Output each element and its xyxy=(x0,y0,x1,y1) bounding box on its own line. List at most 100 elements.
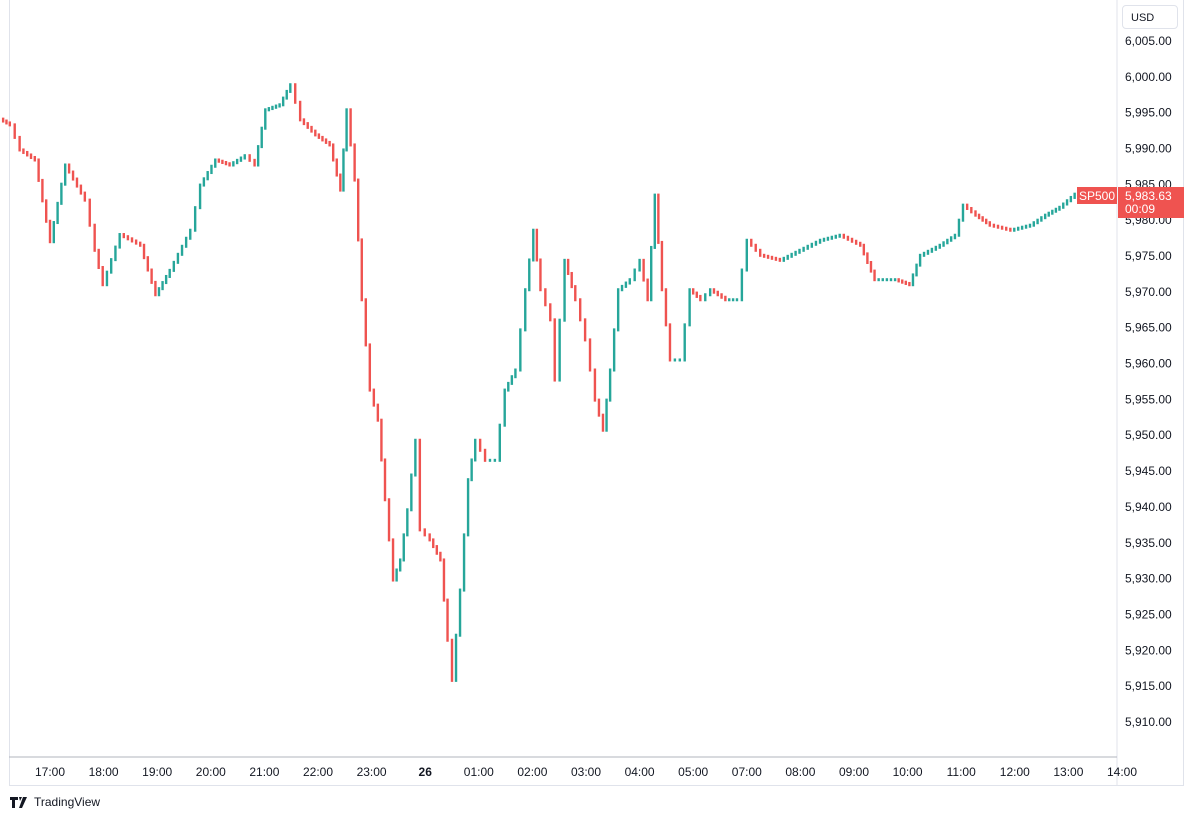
candle-up xyxy=(184,236,188,248)
candle-down xyxy=(391,538,395,582)
candle-down xyxy=(478,438,482,452)
candle-down xyxy=(692,288,695,295)
candle-down xyxy=(372,388,376,407)
candle-up xyxy=(462,533,466,592)
candle-up xyxy=(519,328,522,372)
candle-up xyxy=(678,358,681,362)
candle-down xyxy=(578,298,582,322)
candle-down xyxy=(79,184,83,195)
candle-up xyxy=(406,508,409,537)
candle-down xyxy=(335,158,338,177)
candle-down xyxy=(754,243,757,252)
candle-up xyxy=(735,298,739,302)
symbol-tag-bg xyxy=(1077,187,1117,204)
candle-up xyxy=(911,273,915,287)
candle-down xyxy=(992,223,996,228)
candle-up xyxy=(168,268,171,278)
candle-down xyxy=(974,210,977,217)
candle-down xyxy=(712,288,716,294)
candle-down xyxy=(1009,227,1012,232)
candle-down xyxy=(873,269,876,282)
candlestick-chart[interactable]: 6,005.006,000.005,995.005,990.005,985.00… xyxy=(0,0,1193,790)
tradingview-logo[interactable]: TradingView xyxy=(10,795,100,809)
candle-up xyxy=(930,247,934,253)
candle-down xyxy=(339,173,342,192)
candle-up xyxy=(264,108,267,130)
candle-down xyxy=(778,257,782,262)
currency-button[interactable]: USD xyxy=(1122,5,1178,29)
candle-down xyxy=(29,153,33,159)
price-tick: 5,910.00 xyxy=(1125,715,1172,729)
candle-up xyxy=(638,258,641,272)
candle-up xyxy=(235,158,239,165)
price-tick: 5,935.00 xyxy=(1125,536,1172,550)
candle-up xyxy=(1073,192,1076,199)
candle-up xyxy=(1020,225,1024,230)
candle-up xyxy=(1040,216,1043,222)
candle-down xyxy=(965,203,969,210)
candle-up xyxy=(285,89,288,100)
candle-down xyxy=(985,218,988,225)
candle-down xyxy=(642,258,645,282)
candle-up xyxy=(1016,226,1020,231)
price-tick: 5,930.00 xyxy=(1125,572,1172,586)
price-tick: 5,970.00 xyxy=(1125,285,1172,299)
candle-down xyxy=(139,241,142,247)
candle-down xyxy=(67,163,71,174)
candle-down xyxy=(660,240,664,292)
candle-up xyxy=(946,238,949,245)
candle-down xyxy=(71,170,75,181)
candle-up xyxy=(708,288,712,297)
candle-up xyxy=(810,242,814,248)
candle-down xyxy=(1000,225,1004,230)
candle-down xyxy=(380,418,383,462)
candle-down xyxy=(331,143,335,162)
candle-up xyxy=(172,260,176,272)
candle-down xyxy=(321,135,324,142)
candle-down xyxy=(601,413,605,432)
time-tick: 14:00 xyxy=(1107,765,1137,779)
candle-down xyxy=(130,237,134,243)
price-axis[interactable]: 6,005.006,000.005,995.005,990.005,985.00… xyxy=(1125,34,1172,729)
candle-up xyxy=(1036,218,1039,225)
candle-up xyxy=(1032,221,1035,227)
candle-down xyxy=(996,224,1000,229)
time-tick: 11:00 xyxy=(947,765,976,779)
candle-up xyxy=(514,368,517,379)
candle-up xyxy=(740,268,744,302)
candle-up xyxy=(1062,202,1065,209)
bar-countdown: 00:09 xyxy=(1125,202,1155,216)
candle-down xyxy=(854,239,858,245)
candle-up xyxy=(180,244,184,256)
candle-down xyxy=(294,83,297,104)
candle-down xyxy=(904,280,908,285)
candle-down xyxy=(217,158,221,163)
candle-up xyxy=(881,278,884,282)
candle-down xyxy=(360,238,363,302)
candle-down xyxy=(428,533,431,542)
candle-up xyxy=(653,193,656,249)
candle-down xyxy=(724,295,727,302)
price-tick: 5,995.00 xyxy=(1125,106,1172,120)
time-tick: 21:00 xyxy=(249,765,279,779)
candle-down xyxy=(302,118,306,126)
candle-down xyxy=(908,281,911,287)
candle-up xyxy=(267,107,271,112)
candle-down xyxy=(539,258,542,292)
time-axis[interactable]: 17:00 18:00 19:00 20:00 21:00 22:00 23:00 26 01:… xyxy=(35,765,1137,779)
candle-down xyxy=(988,221,991,227)
candle-up xyxy=(624,281,628,288)
candle-down xyxy=(770,255,774,260)
candle-up xyxy=(620,284,624,292)
candle-up xyxy=(105,270,109,287)
logo-text: TradingView xyxy=(34,795,101,809)
candle-down xyxy=(862,243,866,256)
candle-down xyxy=(435,545,439,555)
candle-up xyxy=(673,358,677,362)
candle-down xyxy=(544,288,547,307)
candle-up xyxy=(802,246,805,252)
candle-up xyxy=(922,251,926,257)
time-tick: 02:00 xyxy=(517,765,547,779)
candle-down xyxy=(228,162,231,167)
candle-down xyxy=(122,233,125,239)
